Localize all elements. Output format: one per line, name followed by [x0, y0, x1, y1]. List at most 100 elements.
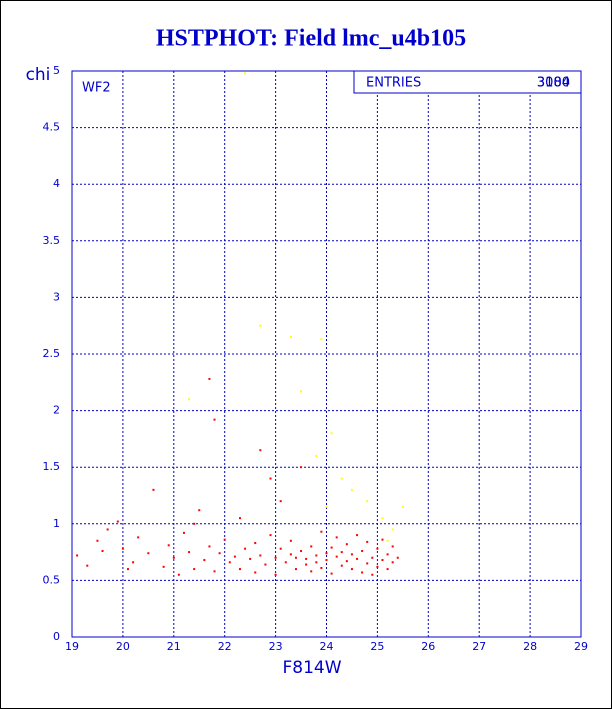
point: [361, 549, 364, 552]
point: [300, 549, 303, 552]
point: [376, 547, 379, 550]
point: [340, 564, 343, 567]
point: [381, 559, 384, 562]
point: [325, 552, 328, 555]
x-tick-label: 19: [65, 640, 79, 653]
point: [381, 538, 384, 541]
point: [167, 544, 170, 547]
point: [310, 545, 313, 548]
y-tick-label: 2: [53, 404, 60, 417]
point: [254, 571, 257, 574]
x-tick-label: 29: [574, 640, 588, 653]
y-tick-label: 3: [53, 290, 60, 303]
y-tick-label: 2.5: [43, 347, 61, 360]
point: [391, 528, 394, 531]
point: [371, 573, 374, 576]
point: [305, 557, 308, 560]
point: [386, 539, 389, 542]
point: [264, 563, 267, 566]
point: [279, 500, 282, 503]
point: [340, 477, 343, 480]
point: [177, 573, 180, 576]
stats-value: 3184: [537, 76, 570, 91]
point: [320, 530, 323, 533]
point: [213, 570, 216, 573]
chart-title: HSTPHOT: Field lmc_u4b105: [156, 26, 466, 52]
point: [305, 563, 308, 566]
point: [315, 554, 318, 557]
point: [203, 559, 206, 562]
point: [300, 466, 303, 469]
point: [259, 554, 262, 557]
point: [244, 547, 247, 550]
point: [223, 538, 226, 541]
point: [208, 377, 211, 380]
point: [345, 543, 348, 546]
stats-value: 3000: [537, 76, 570, 91]
point: [330, 572, 333, 575]
point: [274, 556, 277, 559]
stats-box: [353, 70, 582, 94]
point: [386, 553, 389, 556]
y-axis-label: chi: [26, 65, 51, 85]
point: [366, 500, 369, 503]
x-tick-label: 22: [218, 640, 232, 653]
point: [325, 505, 328, 508]
point: [274, 573, 277, 576]
point: [259, 449, 262, 452]
point: [193, 522, 196, 525]
point: [106, 528, 109, 531]
stats-label: ENTRIES: [366, 76, 421, 91]
point: [284, 561, 287, 564]
point: [356, 534, 359, 537]
point: [340, 551, 343, 554]
x-tick-label: 23: [269, 640, 283, 653]
point: [147, 552, 150, 555]
point: [401, 505, 404, 508]
point: [315, 561, 318, 564]
point: [289, 336, 292, 339]
point: [330, 546, 333, 549]
point: [320, 566, 323, 569]
point: [350, 553, 353, 556]
point: [254, 542, 257, 545]
point: [182, 531, 185, 534]
point: [193, 568, 196, 571]
point: [396, 556, 399, 559]
point: [376, 565, 379, 568]
point: [279, 547, 282, 550]
point: [371, 556, 374, 559]
point: [137, 536, 140, 539]
x-axis-label: F814W: [282, 658, 341, 678]
point: [152, 488, 155, 491]
plot-border: [71, 70, 582, 638]
point: [294, 556, 297, 559]
point: [233, 555, 236, 558]
point: [86, 564, 89, 567]
point: [366, 562, 369, 565]
x-tick-label: 27: [472, 640, 486, 653]
point: [361, 571, 364, 574]
point: [320, 338, 323, 341]
point: [101, 549, 104, 552]
point: [213, 418, 216, 421]
point: [366, 540, 369, 543]
point: [345, 560, 348, 563]
point: [238, 517, 241, 520]
point: [172, 556, 175, 559]
point: [391, 561, 394, 564]
y-tick-label: 5: [53, 64, 60, 77]
point: [132, 561, 135, 564]
point: [238, 568, 241, 571]
point: [126, 568, 129, 571]
point: [76, 554, 79, 557]
point: [228, 561, 231, 564]
point: [300, 390, 303, 393]
point: [381, 517, 384, 520]
x-tick-label: 26: [421, 640, 435, 653]
point: [269, 534, 272, 537]
point: [96, 539, 99, 542]
point: [350, 488, 353, 491]
